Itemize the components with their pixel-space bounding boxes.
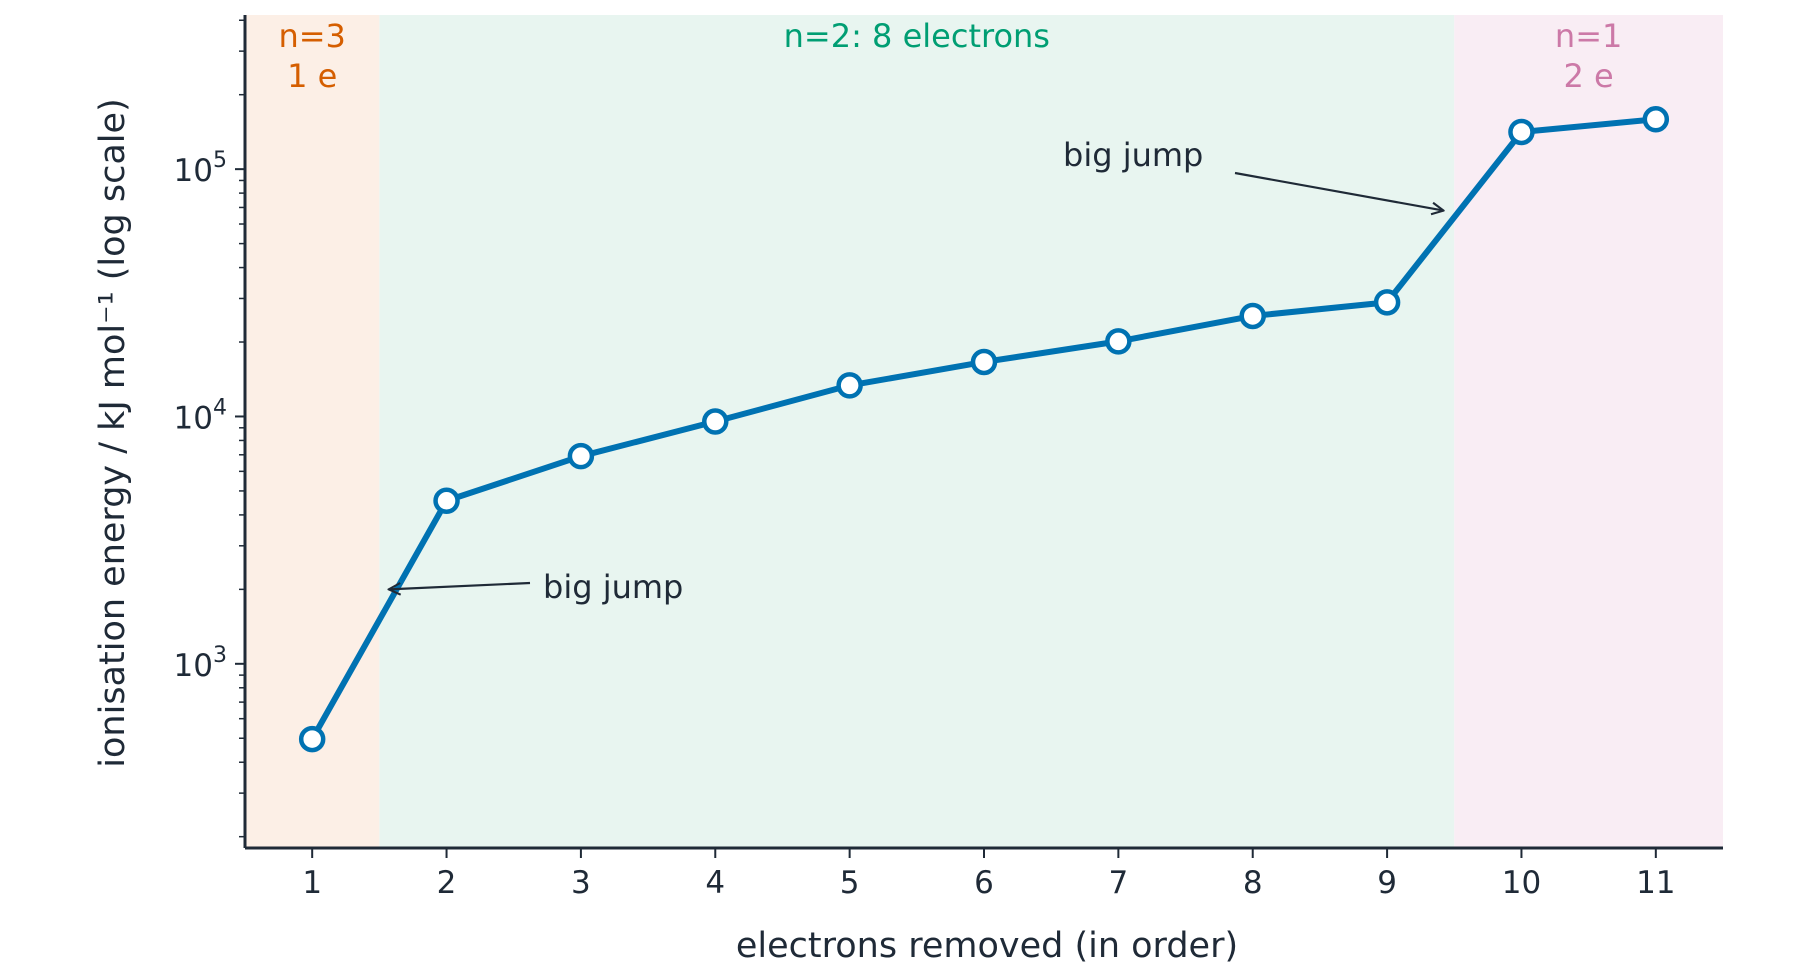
region-1 xyxy=(245,15,380,848)
x-tick-label-10: 10 xyxy=(1502,865,1541,901)
annotation-label-2: big jump xyxy=(1063,136,1203,174)
ticks: 1 2 3 4 5 6 7 8 9 10 11 103 104 105 xyxy=(174,19,1676,901)
data-point-2 xyxy=(433,487,460,515)
region-3-label-1: n=1 xyxy=(1555,17,1622,55)
x-tick-label-11: 11 xyxy=(1636,865,1675,901)
x-tick-label-7: 7 xyxy=(1108,865,1128,901)
x-tick-label-6: 6 xyxy=(974,865,994,901)
y-tick-label-1000: 103 xyxy=(174,643,227,684)
annotation-arrow-1 xyxy=(389,581,531,589)
region-3-label-2: 2 e xyxy=(1564,57,1614,95)
data-point-9 xyxy=(1373,289,1401,316)
x-axis-label: electrons removed (in order) xyxy=(736,926,1238,966)
region-3 xyxy=(1454,15,1723,848)
y-tick-label-10000: 104 xyxy=(174,395,227,436)
data-point-11 xyxy=(1642,106,1670,133)
data-point-10 xyxy=(1508,118,1535,146)
annotation-label-1: big jump xyxy=(543,568,683,606)
x-tick-label-8: 8 xyxy=(1243,865,1263,901)
region-1-label-1: n=3 xyxy=(278,17,345,55)
y-tick-label-100000: 105 xyxy=(174,148,227,189)
region-1-label-2: 1 e xyxy=(287,57,337,95)
series-ionisation-energy xyxy=(298,106,1670,753)
region-2-label-1: n=2: 8 electrons xyxy=(784,17,1050,55)
x-tick-label-3: 3 xyxy=(571,865,591,901)
data-point-4 xyxy=(702,408,729,435)
y-axis-label: ionisation energy / kJ mol⁻¹ (log scale) xyxy=(93,98,133,767)
annotations: big jump big jump xyxy=(389,136,1444,606)
x-tick-label-2: 2 xyxy=(437,865,457,901)
shell-regions xyxy=(245,15,1723,848)
data-point-5 xyxy=(836,372,863,399)
x-tick-label-4: 4 xyxy=(705,865,725,901)
data-point-6 xyxy=(970,348,998,376)
region-2 xyxy=(379,15,1455,848)
x-tick-label-5: 5 xyxy=(840,865,860,901)
x-tick-label-9: 9 xyxy=(1377,865,1397,901)
shell-region-labels: n=31 e n=2: 8 electrons n=12 e xyxy=(278,17,1622,95)
data-point-3 xyxy=(567,442,595,470)
data-point-7 xyxy=(1105,328,1132,355)
data-point-8 xyxy=(1239,302,1266,330)
x-tick-label-1: 1 xyxy=(302,865,322,901)
data-point-1 xyxy=(298,725,326,753)
annotation-arrow-2 xyxy=(1234,171,1444,211)
